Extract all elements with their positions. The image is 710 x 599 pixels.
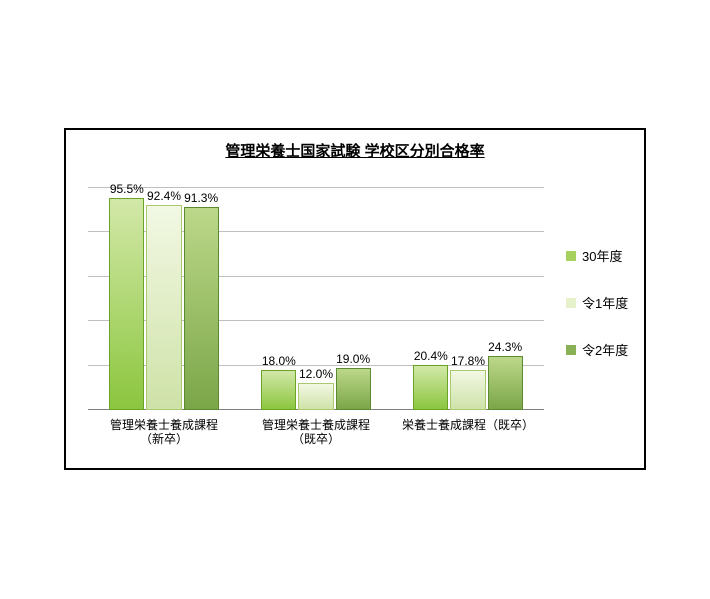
category-label: 管理栄養士養成課程（既卒） xyxy=(240,418,392,447)
legend-swatch xyxy=(566,298,576,308)
plot-area: 95.5%92.4%91.3%18.0%12.0%19.0%20.4%17.8%… xyxy=(88,188,544,410)
chart-title: 管理栄養士国家試験 学校区分別合格率 xyxy=(66,140,644,161)
bar-value-label: 24.3% xyxy=(481,340,529,354)
legend: 30年度令1年度令2年度 xyxy=(566,246,628,387)
gridline xyxy=(88,187,544,188)
legend-item: 令2年度 xyxy=(566,340,628,359)
bar-value-label: 12.0% xyxy=(292,367,340,381)
chart-container: 管理栄養士国家試験 学校区分別合格率95.5%92.4%91.3%18.0%12… xyxy=(64,128,646,470)
category-label: 管理栄養士養成課程（新卒） xyxy=(88,418,240,447)
bar xyxy=(336,368,371,410)
bar xyxy=(413,365,448,410)
legend-item: 令1年度 xyxy=(566,293,628,312)
bar xyxy=(146,205,181,410)
legend-label: 令2年度 xyxy=(582,340,628,359)
bar-value-label: 17.8% xyxy=(444,354,492,368)
bar xyxy=(184,207,219,410)
legend-item: 30年度 xyxy=(566,246,628,265)
legend-swatch xyxy=(566,251,576,261)
bar xyxy=(109,198,144,410)
legend-swatch xyxy=(566,345,576,355)
bar-value-label: 19.0% xyxy=(329,352,377,366)
legend-label: 令1年度 xyxy=(582,293,628,312)
bar xyxy=(450,370,485,410)
bar-value-label: 91.3% xyxy=(177,191,225,205)
legend-label: 30年度 xyxy=(582,246,622,265)
bar-value-label: 18.0% xyxy=(255,354,303,368)
bar xyxy=(298,383,333,410)
category-label: 栄養士養成課程（既卒） xyxy=(392,418,544,432)
bar xyxy=(488,356,523,410)
